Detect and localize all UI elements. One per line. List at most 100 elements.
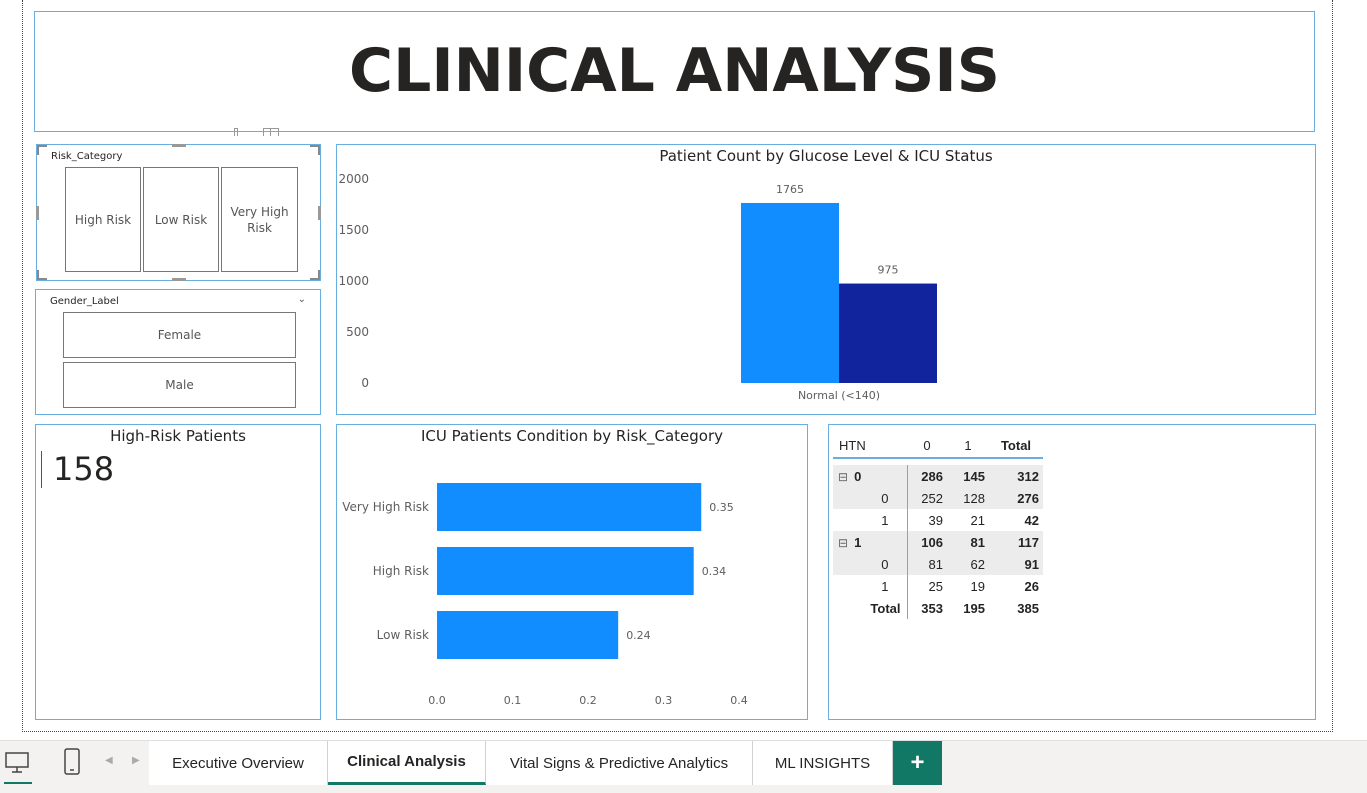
report-canvas (22, 0, 1333, 732)
tab-clinical-analysis[interactable]: Clinical Analysis (328, 741, 486, 785)
matrix-header-cell: Total (989, 433, 1043, 459)
corner-handle[interactable] (310, 270, 320, 280)
matrix-cell: 26 (989, 575, 1043, 597)
matrix-cell: 25 (907, 575, 947, 597)
y-tick-label: 500 (346, 325, 369, 339)
data-label: 0.24 (626, 629, 651, 642)
x-tick-label: 0.0 (428, 694, 446, 707)
row-header-cell: 1 (833, 509, 908, 531)
matrix-cell: 286 (907, 465, 947, 487)
row-label: 0 (854, 468, 862, 484)
matrix-cell: 106 (907, 531, 947, 553)
matrix-header-cell: 1 (947, 433, 989, 459)
collapse-icon[interactable]: ⊟ (838, 535, 849, 550)
title-panel: CLINICAL ANALYSIS (34, 11, 1315, 132)
edge-handle[interactable] (172, 278, 186, 281)
risk-category-slicer[interactable]: Risk_Category High Risk Low Risk Very Hi… (36, 144, 321, 281)
x-tick-label: Normal (<140) (798, 389, 880, 402)
kpi-divider (41, 451, 42, 488)
y-tick-label: 2000 (338, 172, 369, 186)
slicer-tile-low-risk[interactable]: Low Risk (143, 167, 219, 272)
slicer-tile-female[interactable]: Female (63, 312, 296, 358)
matrix-cell: 117 (989, 531, 1043, 553)
corner-handle[interactable] (310, 145, 320, 155)
edge-handle[interactable] (36, 206, 39, 220)
matrix-cell: 145 (947, 465, 989, 487)
matrix-body: HTN 0 1 Total ⊟ 0 286 145 312 0 252 128 276 1 39 21 42 ⊟ 1… (833, 433, 1043, 619)
row-header-cell: 0 (833, 487, 908, 509)
tab-ml-insights[interactable]: ML INSIGHTS (753, 741, 893, 785)
table-row: 1 39 21 42 (833, 509, 1043, 531)
matrix-header-cell: 0 (907, 433, 947, 459)
row-header-cell[interactable]: ⊟ 1 (833, 531, 908, 553)
kpi-title: High-Risk Patients (110, 427, 246, 445)
matrix-cell: 385 (989, 597, 1043, 619)
y-tick-label: Very High Risk (342, 500, 429, 514)
desktop-view-icon[interactable] (4, 749, 32, 784)
page-title: CLINICAL ANALYSIS (349, 36, 1000, 106)
bar (437, 483, 702, 531)
focus-mode-icon[interactable] (263, 128, 279, 136)
slicer-title: Gender_Label (50, 296, 119, 307)
icu-chart-svg: Very High Risk 0.35 High Risk 0.34 Low Risk 0… (342, 483, 748, 707)
icu-risk-chart[interactable]: ICU Patients Condition by Risk_Category … (336, 424, 808, 720)
matrix-table: HTN 0 1 Total ⊟ 0 286 145 312 0 252 128 276 1 39 21 42 ⊟ 1… (833, 433, 1043, 619)
slicer-tile-high-risk[interactable]: High Risk (65, 167, 141, 272)
edge-handle[interactable] (318, 206, 321, 220)
kpi-card: High-Risk Patients 158 (35, 424, 321, 720)
matrix-cell: 353 (907, 597, 947, 619)
chevron-down-icon[interactable]: ⌄ (297, 294, 306, 305)
kpi-value: 158 (53, 450, 115, 488)
y-tick-label: 0 (361, 376, 369, 390)
matrix-spacer (833, 458, 1043, 465)
matrix-cell: 81 (907, 553, 947, 575)
table-row: Total 353 195 385 (833, 597, 1043, 619)
row-header-cell: 1 (833, 575, 908, 597)
add-page-button[interactable]: + (893, 741, 942, 785)
matrix-cell: 81 (947, 531, 989, 553)
row-header-cell: Total (833, 597, 908, 619)
matrix-cell: 62 (947, 553, 989, 575)
mobile-view-icon[interactable] (62, 747, 82, 777)
scroll-right-icon[interactable]: ▶ (132, 755, 140, 766)
scroll-left-icon[interactable]: ◀ (105, 755, 113, 766)
gender-label-slicer[interactable]: Gender_Label ⌄ Female Male (35, 289, 321, 415)
table-row: 0 81 62 91 (833, 553, 1043, 575)
row-label: 1 (854, 534, 862, 550)
row-header-cell[interactable]: ⊟ 0 (833, 465, 908, 487)
bar (437, 547, 694, 595)
table-row: 1 25 19 26 (833, 575, 1043, 597)
tab-vital-signs[interactable]: Vital Signs & Predictive Analytics (486, 741, 753, 785)
corner-handle[interactable] (37, 270, 47, 280)
matrix-cell: 252 (907, 487, 947, 509)
resize-grip-icon[interactable] (234, 128, 238, 136)
edge-handle[interactable] (172, 144, 186, 147)
slicer-tile-male[interactable]: Male (63, 362, 296, 408)
table-row: ⊟ 1 106 81 117 (833, 531, 1043, 553)
collapse-icon[interactable]: ⊟ (838, 469, 849, 484)
x-tick-label: 0.2 (579, 694, 597, 707)
htn-matrix[interactable]: HTN 0 1 Total ⊟ 0 286 145 312 0 252 128 276 1 39 21 42 ⊟ 1… (828, 424, 1316, 720)
bar-series-1 (741, 202, 839, 383)
page-tab-bar: ◀ ▶ Executive Overview Clinical Analysis… (0, 740, 1367, 793)
matrix-cell: 312 (989, 465, 1043, 487)
chart-title: Patient Count by Glucose Level & ICU Sta… (659, 147, 993, 165)
slicer-title: Risk_Category (51, 151, 123, 162)
matrix-cell: 195 (947, 597, 989, 619)
matrix-cell: 91 (989, 553, 1043, 575)
corner-handle[interactable] (37, 145, 47, 155)
y-tick-label: 1500 (338, 223, 369, 237)
matrix-header-cell: HTN (833, 433, 907, 459)
chart-title: ICU Patients Condition by Risk_Category (420, 427, 724, 445)
table-row: ⊟ 0 286 145 312 (833, 465, 1043, 487)
glucose-icu-chart[interactable]: Patient Count by Glucose Level & ICU Sta… (336, 144, 1316, 415)
slicer-tile-very-high-risk[interactable]: Very High Risk (221, 167, 298, 272)
matrix-cell: 128 (947, 487, 989, 509)
matrix-cell: 19 (947, 575, 989, 597)
data-label: 975 (878, 264, 899, 277)
tab-executive-overview[interactable]: Executive Overview (149, 741, 328, 785)
data-label: 1765 (776, 183, 804, 196)
x-tick-label: 0.3 (655, 694, 673, 707)
y-tick-label: 1000 (338, 274, 369, 288)
bar-series-2 (839, 283, 937, 383)
